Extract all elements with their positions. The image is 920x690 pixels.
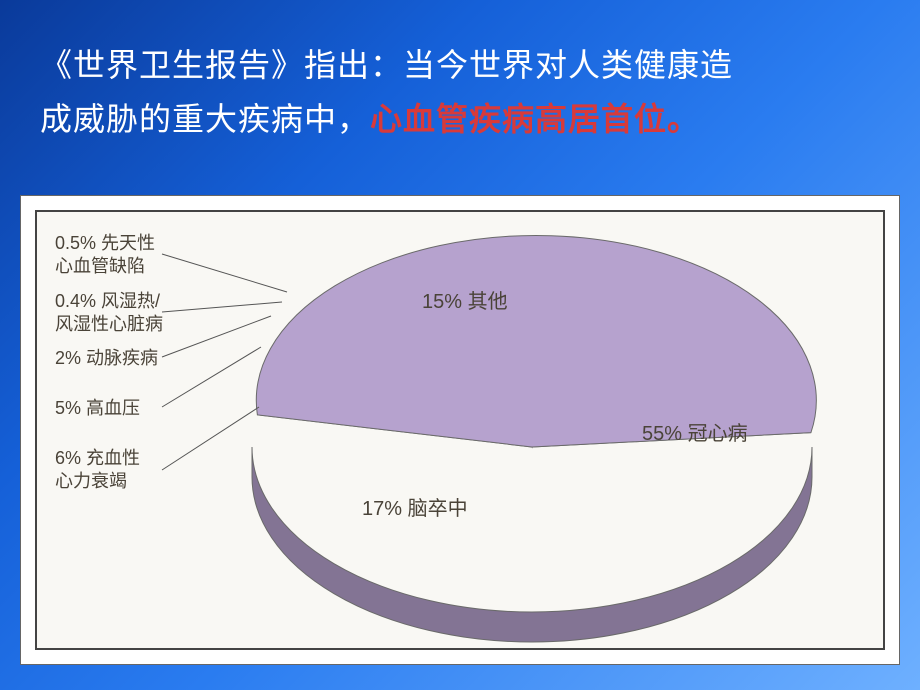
heading-line1: 《世界卫生报告》指出：当今世界对人类健康造 (40, 47, 733, 83)
leader-line (162, 302, 282, 312)
chart-inner: 0.5% 先天性 心血管缺陷 0.4% 风湿热/ 风湿性心脏病 2% 动脉疾病 5% … (35, 210, 885, 650)
heading-emphasis: 心血管疾病高居首位。 (370, 101, 700, 137)
legend-label: 0.4% 风湿热/ 风湿性心脏病 (55, 290, 163, 335)
leader-line (162, 347, 261, 407)
leader-line (162, 407, 259, 470)
legend-label: 2% 动脉疾病 (55, 347, 158, 370)
pie-chart (37, 212, 885, 650)
pie-slice (256, 235, 816, 447)
leader-line (162, 254, 287, 292)
legend-label: 5% 高血压 (55, 397, 140, 420)
slice-label: 17% 脑卒中 (362, 497, 468, 521)
slide-heading: 《世界卫生报告》指出：当今世界对人类健康造 成威胁的重大疾病中，心血管疾病高居首… (40, 38, 880, 147)
chart-frame: 0.5% 先天性 心血管缺陷 0.4% 风湿热/ 风湿性心脏病 2% 动脉疾病 5% … (20, 195, 900, 665)
legend-label: 6% 充血性 心力衰竭 (55, 447, 140, 492)
legend-label: 0.5% 先天性 心血管缺陷 (55, 232, 155, 277)
pie-side (252, 447, 812, 642)
slide: 《世界卫生报告》指出：当今世界对人类健康造 成威胁的重大疾病中，心血管疾病高居首… (0, 0, 920, 690)
heading-line2-prefix: 成威胁的重大疾病中， (40, 101, 370, 137)
slice-label: 15% 其他 (422, 290, 508, 314)
slice-label: 55% 冠心病 (642, 422, 748, 446)
